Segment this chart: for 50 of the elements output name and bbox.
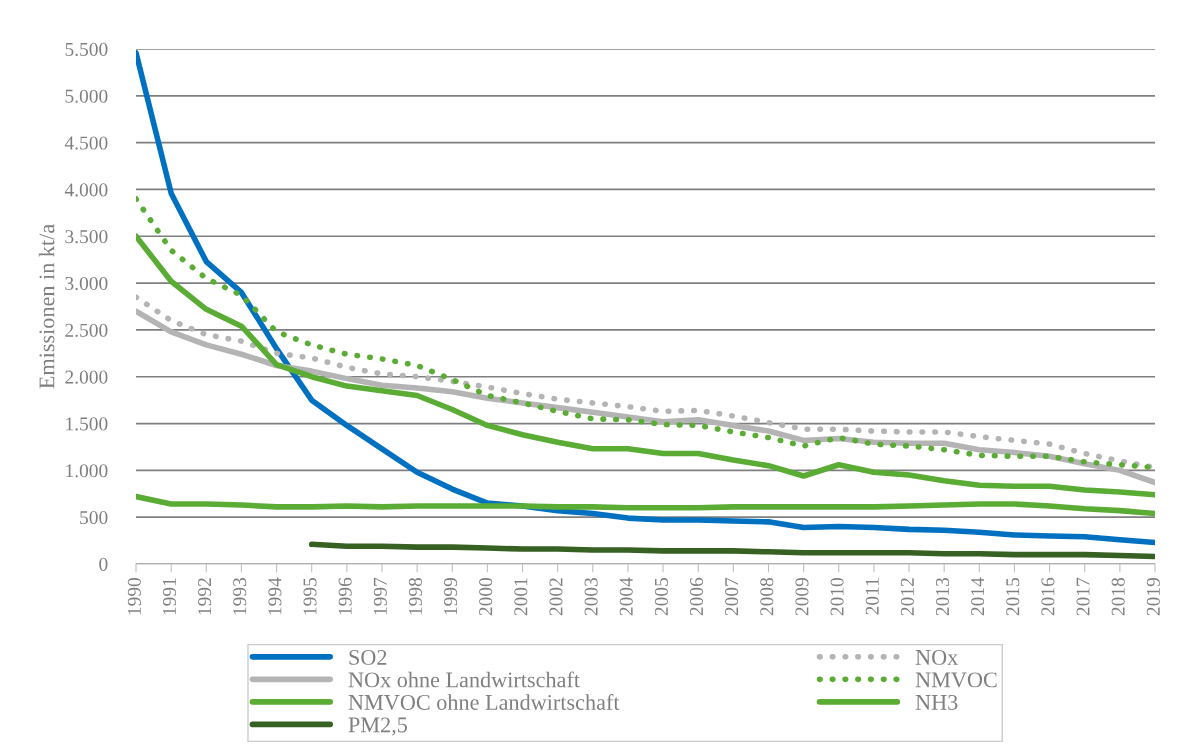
- y-tick-label: 2.500: [65, 323, 108, 337]
- x-tick-label: 1993: [233, 577, 247, 615]
- y-axis-title: Emissionen in kt/a: [38, 224, 55, 389]
- x-tick-label: 2005: [654, 577, 668, 616]
- y-tick-label: 2.000: [65, 370, 108, 384]
- legend-label: NOx ohne Landwirtschaft: [348, 671, 580, 688]
- x-tick-label: 2001: [514, 578, 528, 616]
- x-tick-label: 2000: [479, 577, 493, 616]
- x-tick-label: 2017: [1076, 577, 1090, 616]
- x-tick-label: 2003: [584, 577, 598, 616]
- x-tick-label: 2010: [830, 577, 844, 616]
- x-tick-label: 2019: [1146, 577, 1160, 616]
- legend-label: PM2,5: [348, 717, 408, 736]
- y-tick-label: 1.500: [66, 417, 108, 431]
- x-tick-label: 2009: [795, 577, 809, 616]
- x-tick-label: 1999: [444, 577, 458, 615]
- legend-label: NMVOC: [915, 672, 997, 688]
- legend-label: NOx: [915, 649, 959, 665]
- x-tick-label: 2006: [689, 577, 704, 616]
- y-tick-label: 5.500: [65, 42, 108, 57]
- x-tick-label: 1990: [127, 577, 141, 615]
- y-tick-label: 500: [80, 511, 108, 525]
- x-tick-label: 2015: [1006, 577, 1020, 616]
- y-tick-label: 3.000: [65, 276, 108, 291]
- y-tick-label: 4.500: [64, 136, 108, 150]
- y-tick-label: 0: [99, 557, 108, 571]
- x-tick-label: 2007: [725, 577, 739, 616]
- x-tick-label: 2008: [760, 577, 774, 616]
- legend-label: NMVOC ohne Landwirtschaft: [348, 694, 620, 710]
- x-tick-label: 1997: [373, 577, 387, 615]
- x-tick-label: 2004: [619, 577, 633, 616]
- x-tick-label: 1991: [162, 578, 177, 615]
- y-tick-label: 4.000: [64, 183, 108, 197]
- x-tick-label: 1994: [268, 577, 282, 615]
- x-tick-label: 1996: [338, 577, 352, 615]
- x-tick-label: 1998: [408, 577, 422, 615]
- x-tick-label: 2013: [935, 577, 950, 616]
- y-tick-label: 5.000: [65, 89, 108, 103]
- legend-label: NH3: [915, 694, 958, 710]
- x-tick-label: 2002: [549, 578, 563, 616]
- x-tick-label: 1995: [303, 577, 317, 615]
- y-tick-label: 1.000: [66, 464, 108, 478]
- legend-label: SO2: [349, 649, 387, 665]
- x-tick-label: 2018: [1111, 577, 1125, 616]
- x-tick-label: 1992: [198, 578, 212, 615]
- x-tick-label: 2011: [865, 578, 879, 615]
- x-tick-label: 2014: [971, 577, 985, 616]
- x-tick-label: 2012: [900, 578, 914, 616]
- y-tick-label: 3.500: [65, 230, 108, 244]
- x-tick-label: 2016: [1041, 577, 1055, 616]
